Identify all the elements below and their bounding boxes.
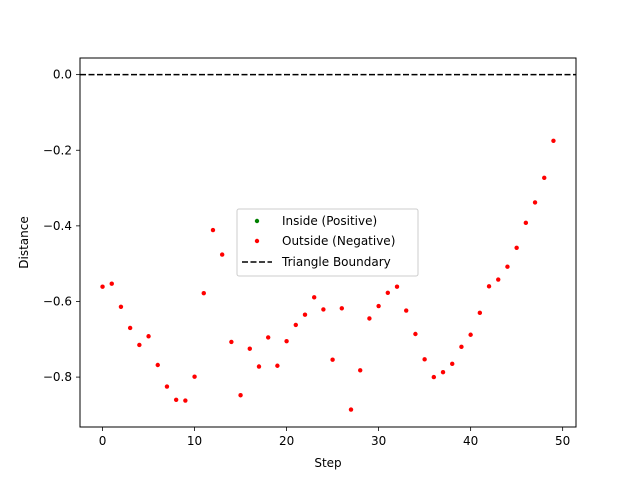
data-point [118,304,124,309]
legend-label-boundary: Triangle Boundary [281,255,391,269]
data-point [164,384,170,389]
data-point [486,284,492,289]
data-point [523,220,529,226]
data-point [293,322,298,328]
y-axis-title: Distance [17,216,31,268]
y-tick-label: −0.8 [43,370,72,384]
data-point [201,290,206,296]
legend: Inside (Positive) Outside (Negative) Tri… [236,208,419,277]
data-point [367,316,372,321]
data-point [431,374,437,380]
data-point [496,277,501,282]
x-axis-title: Step [314,456,341,470]
x-tick-label: 50 [555,434,570,448]
y-tick-label: −0.4 [43,219,72,233]
data-point [247,346,252,351]
data-point [100,284,105,289]
data-point [542,175,547,181]
data-point [394,284,400,289]
data-point [311,295,317,300]
y-tick-label: 0.0 [53,68,72,82]
data-point [505,264,510,269]
y-tick-label: −0.2 [43,143,72,157]
legend-label-inside: Inside (Positive) [282,214,377,228]
data-point [477,310,483,316]
legend-label-outside: Outside (Negative) [282,234,395,248]
data-point [109,281,114,286]
data-point [468,332,473,337]
data-point [284,338,289,344]
data-point [183,398,188,403]
legend-marker-outside [254,238,260,244]
plot-frame [79,57,577,428]
data-point [192,374,197,379]
data-point [173,397,179,402]
x-tick-label: 20 [279,434,294,448]
data-point [551,138,556,143]
data-point [339,306,345,311]
x-tick-label: 30 [371,434,386,448]
data-point [238,393,243,398]
data-point [514,245,519,250]
data-point [459,344,464,350]
y-tick-label: −0.6 [43,294,72,308]
data-point [440,369,446,375]
data-point [256,364,262,369]
data-point [422,357,427,362]
plot-content [80,73,576,412]
data-point [155,362,160,368]
x-tick-label: 0 [99,434,107,448]
data-point [532,200,538,205]
data-point [330,357,335,362]
data-point [137,342,142,348]
data-point [146,334,151,339]
data-point [321,307,326,312]
data-point [127,325,133,331]
data-point [450,361,455,367]
data-point [413,331,418,337]
legend-marker-inside [254,218,260,224]
data-point [302,312,308,317]
data-point [275,363,280,368]
y-axis: 0.0 −0.2 −0.4 −0.6 −0.8 [43,68,80,384]
data-point [385,290,391,295]
x-tick-label: 10 [187,434,202,448]
data-point [210,227,216,233]
data-point [376,303,381,309]
data-point [219,252,225,257]
data-point [265,335,271,340]
x-tick-label: 40 [463,434,478,448]
x-axis: 0 10 20 30 40 50 [99,427,570,448]
data-point [348,407,354,412]
data-point [404,308,409,313]
data-point [358,368,363,373]
legend-box [236,208,419,277]
data-point [229,339,234,345]
